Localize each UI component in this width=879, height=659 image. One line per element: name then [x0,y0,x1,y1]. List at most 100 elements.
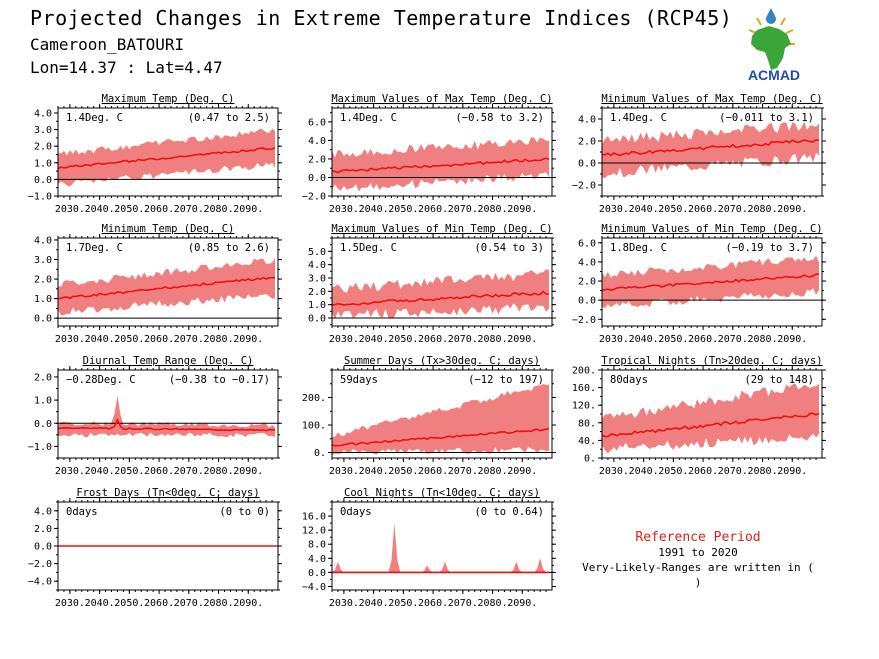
y-tick-label: 4.0 [308,136,326,147]
x-tick-label: 2040. [629,466,659,477]
mean-change-label: 1.8Deg. C [610,242,667,254]
x-tick-label: 2040. [359,334,389,345]
y-tick-label: 1.0 [34,396,52,407]
plot-frame [601,237,823,327]
x-tick-label: 2060. [144,598,174,609]
x-tick-label: 2080. [203,466,233,477]
x-tick-label: 2040. [85,598,115,609]
chart-minimum-temp: 0.0 1.0 2.0 3.0 4.0 2030. 2040. 2050. 2060. 2070.… [34,223,282,345]
x-tick-label: 2080. [747,204,777,215]
mean-line [601,412,820,438]
reference-box: Reference Period 1991 to 2020 Very-Likel… [582,530,814,590]
x-tick-label: 2060. [144,466,174,477]
range-label: (0.47 to 2.5) [188,112,270,124]
mean-change-label: 1.4Deg. C [66,112,123,124]
page-title: Projected Changes in Extreme Temperature… [30,6,733,30]
x-tick-label: 2080. [477,466,507,477]
y-tick-label: 200. [572,366,596,377]
range-label: (−12 to 197) [468,374,544,386]
y-tick-label: 2.0 [308,287,326,298]
x-tick-label: 2090. [507,598,537,609]
plot-frame [331,501,553,591]
x-tick-label: 2030. [55,204,85,215]
y-tick-label: 0. [314,448,326,459]
y-tick-label: 0. [584,454,596,465]
uncertainty-band [332,384,549,456]
plot-frame [57,107,279,197]
y-tick-label: 3.0 [308,274,326,285]
chart-tropical-nights: 0. 40. 80. 120. 160. 200. 2030. 2040. 2050. 2060.… [572,355,826,477]
x-tick-label: 2060. [418,334,448,345]
reference-period: 1991 to 2020 [658,546,738,559]
plot-frame [57,369,279,459]
x-tick-label: 2080. [477,204,507,215]
x-tick-label: 2030. [599,466,629,477]
x-tick-label: 2090. [507,466,537,477]
chart-title: Frost Days (Tn<0deg. C; days) [76,487,259,499]
uncertainty-band [332,523,549,573]
x-tick-label: 2030. [329,598,359,609]
range-label: (0 to 0) [219,506,270,518]
y-tick-label: 0.0 [308,314,326,325]
y-tick-label: 0.0 [34,314,52,325]
coordinates: Lon=14.37 : Lat=4.47 [30,58,223,77]
range-label: (−0.38 to −0.17) [169,374,270,386]
x-tick-label: 2090. [233,466,263,477]
x-tick-label: 2050. [114,466,144,477]
chart-title: Maximum Values of Max Temp (Deg. C) [331,93,552,105]
x-tick-label: 2050. [658,334,688,345]
mean-change-label: 80days [610,374,648,386]
x-tick-label: 2040. [359,598,389,609]
y-tick-label: 200. [302,393,326,404]
mean-change-label: 0days [66,506,98,518]
y-tick-label: −2.0 [302,192,326,203]
mean-line [57,417,276,432]
x-tick-label: 2050. [388,598,418,609]
mean-change-label: 1.7Deg. C [66,242,123,254]
plot-frame [331,107,553,197]
y-tick-label: 2.0 [34,275,52,286]
x-tick-label: 2090. [233,204,263,215]
x-tick-label: 2050. [114,204,144,215]
y-tick-label: 2.0 [578,137,596,148]
chart-title: Maximum Temp (Deg. C) [102,93,235,105]
plot-frame [331,369,553,459]
y-tick-label: 2.0 [34,142,52,153]
chart-title: Cool Nights (Tn<10deg. C; days) [344,487,540,499]
x-tick-label: 2070. [448,334,478,345]
y-tick-label: 100. [302,421,326,432]
y-tick-label: 4.0 [578,115,596,126]
y-tick-label: 5.0 [308,247,326,258]
y-tick-label: 3.0 [34,125,52,136]
x-tick-label: 2040. [629,334,659,345]
x-tick-label: 2050. [388,334,418,345]
y-tick-label: 4.0 [308,554,326,565]
x-tick-label: 2060. [418,466,448,477]
x-tick-label: 2070. [718,204,748,215]
x-tick-label: 2060. [418,204,448,215]
location-name: Cameroon_BATOURI [30,35,185,54]
x-tick-label: 2060. [688,204,718,215]
plot-frame [57,237,279,327]
y-tick-label: 0.0 [578,159,596,170]
mean-change-label: 1.4Deg. C [340,112,397,124]
y-tick-label: 0.0 [34,542,52,553]
logo-text: ACMAD [748,67,800,83]
x-tick-label: 2090. [233,598,263,609]
y-tick-label: 6.0 [308,117,326,128]
x-tick-label: 2060. [144,204,174,215]
mean-line [601,273,820,292]
mean-line [331,157,550,174]
y-tick-label: 0.0 [34,419,52,430]
y-tick-label: 2.0 [308,154,326,165]
x-tick-label: 2070. [448,598,478,609]
x-tick-label: 2040. [359,466,389,477]
y-tick-label: 0.0 [34,175,52,186]
y-tick-label: 4.0 [34,108,52,119]
x-tick-label: 2080. [203,334,233,345]
y-tick-label: −2.0 [572,181,596,192]
chart-min-values-min-temp: −2.0 0.0 2.0 4.0 6.0 2030. 2040. 2050. 2060. 2070… [572,223,826,345]
